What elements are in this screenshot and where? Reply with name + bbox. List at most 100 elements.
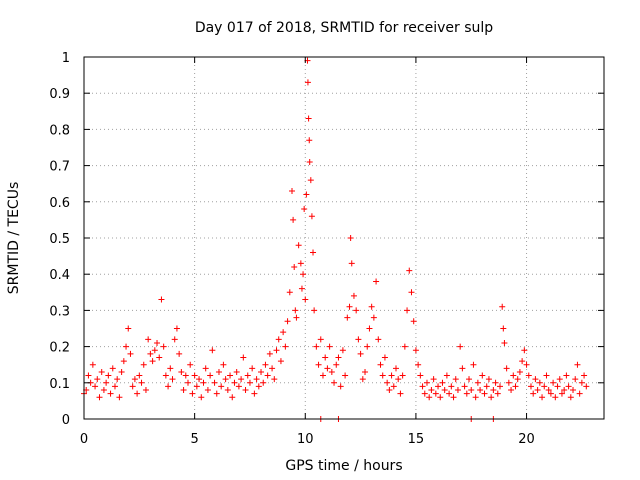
data-point	[162, 372, 169, 379]
data-point	[390, 383, 397, 390]
data-point	[235, 383, 242, 390]
data-point	[366, 325, 373, 332]
data-point	[331, 379, 338, 386]
data-point	[111, 383, 118, 390]
data-point	[443, 372, 450, 379]
data-point	[525, 372, 532, 379]
data-point	[421, 390, 428, 397]
data-point	[295, 242, 302, 249]
data-point	[160, 343, 167, 350]
data-point	[156, 354, 163, 361]
data-point	[344, 314, 351, 321]
data-point	[313, 343, 320, 350]
data-point	[523, 361, 530, 368]
data-point	[457, 343, 464, 350]
data-point	[393, 365, 399, 372]
data-point	[370, 314, 377, 321]
data-point	[303, 191, 310, 198]
data-point	[169, 376, 176, 383]
data-point	[151, 347, 158, 354]
data-point	[220, 361, 227, 368]
data-point	[107, 390, 114, 397]
data-point	[395, 376, 402, 383]
data-point	[463, 390, 470, 397]
data-point	[147, 350, 154, 357]
data-point	[185, 379, 191, 386]
data-point	[310, 249, 317, 256]
data-point	[423, 379, 430, 386]
data-point	[289, 187, 295, 194]
data-point	[468, 387, 475, 394]
data-point	[301, 206, 308, 213]
data-point	[415, 361, 422, 368]
data-point	[222, 376, 229, 383]
data-point	[103, 379, 110, 386]
data-point	[275, 336, 282, 343]
data-point	[326, 343, 333, 350]
data-points	[81, 57, 590, 422]
data-point	[512, 383, 519, 390]
data-point	[271, 376, 278, 383]
data-point	[446, 390, 453, 397]
data-point	[347, 235, 354, 241]
data-point	[224, 387, 231, 394]
data-point	[563, 372, 570, 379]
data-point	[193, 383, 200, 390]
data-point	[307, 177, 314, 184]
data-point	[238, 376, 245, 383]
data-point	[304, 79, 311, 86]
data-point	[386, 387, 393, 394]
data-point	[466, 376, 473, 383]
data-point	[510, 372, 517, 379]
data-point	[297, 260, 304, 267]
data-point	[215, 368, 222, 375]
y-tick-label: 0.6	[49, 196, 70, 211]
data-point	[441, 387, 448, 394]
data-point	[337, 383, 344, 390]
data-point	[231, 379, 238, 386]
data-point	[286, 289, 293, 296]
data-point	[187, 361, 194, 368]
data-point	[266, 350, 273, 357]
data-point	[408, 289, 415, 296]
data-point	[490, 387, 497, 394]
data-point	[534, 387, 541, 394]
data-point	[448, 383, 455, 390]
data-point	[500, 325, 507, 332]
data-point	[253, 376, 260, 383]
data-point	[576, 390, 583, 397]
data-point	[94, 376, 101, 383]
data-point	[499, 303, 506, 310]
data-point	[572, 376, 579, 383]
data-point	[530, 390, 537, 397]
data-point	[545, 387, 552, 394]
data-point	[218, 383, 225, 390]
data-point	[290, 216, 297, 223]
data-point	[255, 383, 262, 390]
y-tick-label: 0.9	[49, 87, 70, 102]
y-tick-label: 0.4	[49, 268, 70, 283]
data-point	[100, 387, 107, 394]
data-point	[419, 383, 426, 390]
data-point	[293, 314, 300, 321]
data-point	[477, 387, 484, 394]
data-point	[404, 307, 411, 314]
data-point	[114, 376, 121, 383]
data-point	[277, 358, 284, 365]
data-point	[149, 358, 156, 365]
data-point	[399, 372, 406, 379]
data-point	[430, 376, 437, 383]
data-point	[251, 390, 258, 397]
data-point	[558, 390, 565, 397]
data-point	[249, 365, 256, 372]
chart-title: Day 017 of 2018, SRMTID for receiver sul…	[195, 20, 493, 36]
data-point	[417, 372, 424, 379]
data-point	[514, 376, 521, 383]
data-point	[105, 372, 112, 379]
data-point	[140, 361, 147, 368]
data-point	[541, 383, 548, 390]
data-point	[439, 379, 446, 386]
data-point	[258, 368, 265, 375]
data-point	[353, 307, 360, 314]
